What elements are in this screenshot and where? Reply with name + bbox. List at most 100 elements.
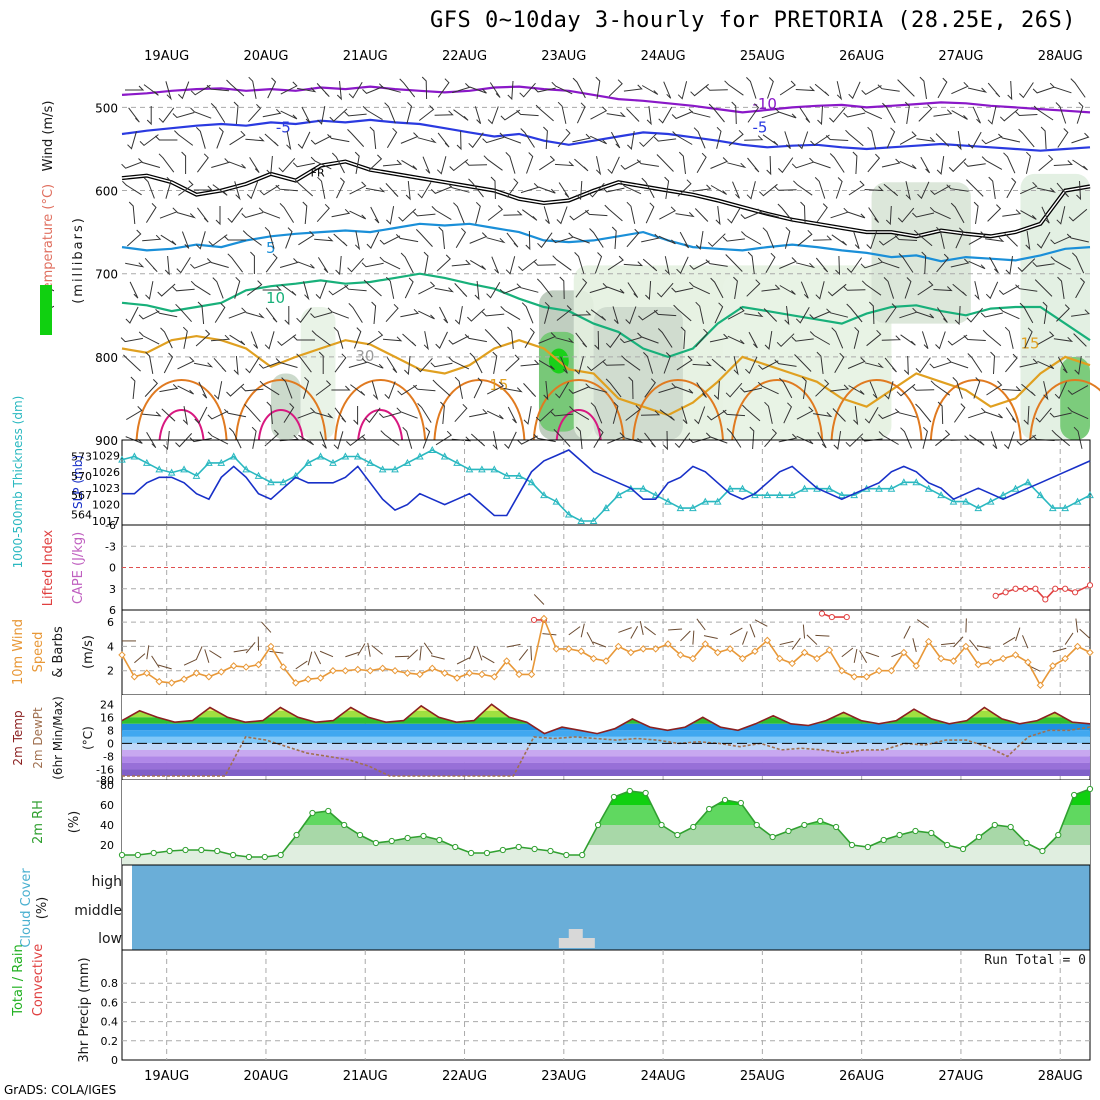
tick-label: 8	[107, 724, 114, 737]
wind-barb	[328, 284, 349, 296]
wind-barb	[947, 334, 968, 346]
wind-barb	[397, 384, 418, 396]
wind-barb	[625, 405, 641, 421]
wind10m-barb	[696, 618, 706, 631]
wind-barb	[178, 81, 190, 100]
thickness-point	[403, 458, 412, 466]
wind-barb	[747, 157, 760, 173]
tick-label: -8	[103, 750, 114, 763]
wind-barb	[847, 211, 866, 219]
wind-barb	[784, 131, 791, 149]
wind-barb	[223, 235, 247, 241]
wind10m-speed-point	[329, 667, 337, 675]
thickness-point	[130, 452, 139, 460]
wind-barb	[796, 406, 814, 420]
wind10m-barb	[1015, 627, 1021, 642]
wind-barb	[506, 178, 519, 198]
wind-barb	[146, 432, 157, 449]
wind-barb	[572, 133, 592, 143]
wind-axis-title: Wind (m/s)	[41, 101, 56, 172]
wind-barb	[535, 408, 554, 422]
wind-barb	[827, 283, 847, 297]
wind-barb	[727, 306, 745, 320]
lifted-index-point	[992, 592, 999, 599]
wind-barb	[868, 301, 875, 325]
wind-barb	[302, 201, 308, 225]
wind-barb	[533, 87, 556, 93]
wind-barb	[764, 428, 777, 448]
wind-barb	[366, 330, 384, 346]
lifted-index-point	[1062, 585, 1069, 592]
isotherm-10	[121, 272, 1091, 359]
rh2m-point	[1007, 823, 1014, 831]
slp-line	[122, 449, 1091, 517]
wind-barb	[628, 376, 634, 400]
wind-barb	[353, 327, 362, 349]
wind-barb	[998, 285, 1020, 296]
wind10m-barb	[542, 633, 557, 636]
wind10m-speed-point	[242, 663, 250, 671]
wind-barb	[998, 306, 1020, 320]
wind-barb	[569, 209, 589, 221]
tick-label: 564	[71, 509, 92, 522]
day-label-top: 27AUG	[938, 49, 983, 64]
wind-barb	[791, 336, 814, 342]
wind-barb	[210, 334, 231, 342]
rh-shade-area	[1060, 356, 1090, 440]
wind-barb	[491, 256, 500, 274]
wind-barb	[912, 212, 935, 218]
lifted-index-point	[1012, 585, 1019, 592]
thickness-point	[217, 458, 226, 466]
wind10m-speed-point	[701, 640, 709, 648]
wind-barb	[623, 261, 644, 267]
wind-barb	[724, 80, 744, 96]
wind10m-speed-point	[726, 645, 734, 653]
wind-barb	[486, 381, 505, 395]
wind-barb	[678, 151, 686, 174]
wind-barb	[213, 381, 223, 400]
wind10m-barb	[912, 638, 917, 652]
thickness-point	[651, 491, 660, 499]
wind-barb	[746, 279, 761, 297]
wind-barb	[894, 408, 917, 418]
day-label-top: 24AUG	[641, 49, 686, 64]
wind-barb	[835, 177, 843, 199]
wind-barb	[710, 277, 724, 299]
isotherm-20	[1029, 379, 1100, 441]
rh2m-point	[626, 787, 633, 795]
wind-barb	[1037, 360, 1055, 370]
wind10m-speed-point	[937, 654, 945, 663]
wind-barb	[920, 156, 931, 174]
rh2m-unit: (%)	[67, 811, 82, 834]
rh2m-point	[1023, 839, 1030, 847]
isotherm-20	[929, 379, 1022, 441]
wind-barb	[212, 277, 224, 299]
wind-barb	[127, 131, 137, 150]
wind-barb	[464, 160, 488, 166]
tick-label: -16	[96, 763, 114, 776]
wind-barb	[1071, 132, 1090, 144]
day-label-bottom: 28AUG	[1038, 1069, 1083, 1084]
thickness-point	[949, 497, 958, 505]
wind-barb	[725, 382, 743, 398]
wind-barb	[664, 256, 670, 276]
wind-barb	[1002, 386, 1022, 392]
wind-barb	[953, 403, 966, 423]
wind-barb	[641, 177, 655, 199]
wind-barb	[310, 312, 333, 319]
wind-barb	[249, 157, 260, 173]
wind-barb	[327, 134, 350, 143]
wind-barb	[1050, 256, 1071, 270]
rh2m-point	[959, 845, 967, 853]
isotherm-25	[257, 409, 304, 441]
wind-barb	[568, 232, 590, 244]
wind-barb	[250, 251, 255, 274]
tick-label: 0	[111, 1054, 118, 1067]
lifted-index-point	[1002, 589, 1009, 596]
wind-barb	[401, 159, 418, 171]
wind-barb	[897, 207, 915, 223]
wind-barb	[499, 286, 521, 294]
wind-barb	[125, 306, 139, 324]
wind-barb	[843, 112, 866, 118]
wind10m-speed-point	[565, 645, 573, 653]
